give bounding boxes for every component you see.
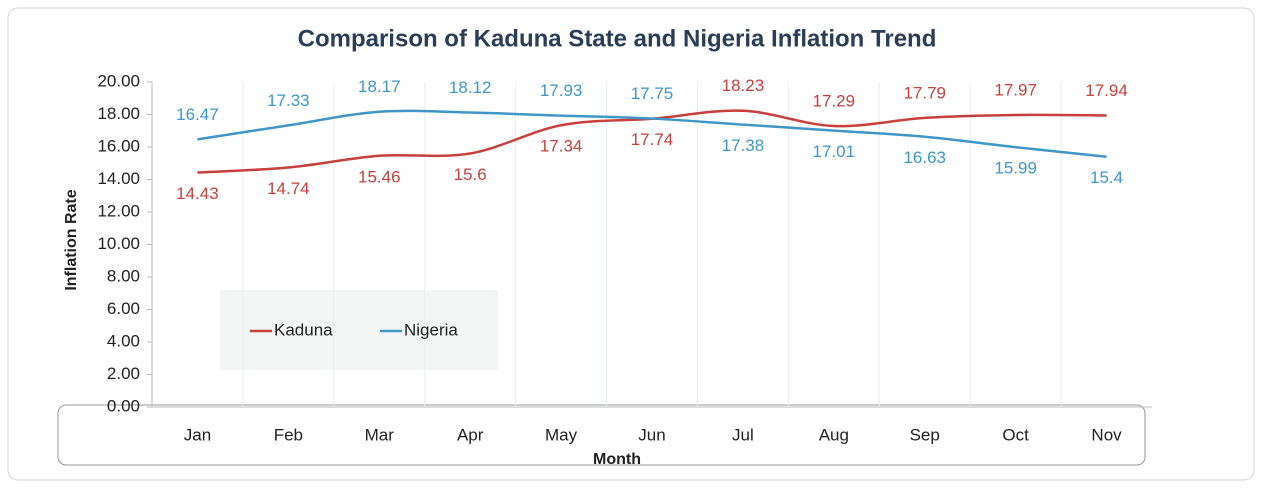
y-tick-label: 10.00 [97,234,140,253]
data-label: 17.33 [267,91,310,110]
chart-title: Comparison of Kaduna State and Nigeria I… [298,25,937,52]
x-tick-label: Jan [184,425,211,444]
data-label: 15.46 [358,167,401,186]
x-tick-label: Apr [457,425,484,444]
y-tick-label: 6.00 [107,299,140,318]
x-tick-label: Sep [910,425,940,444]
data-label: 16.47 [176,105,219,124]
data-label: 15.6 [454,165,487,184]
data-label: 17.29 [813,92,856,111]
x-tick-label: Jul [732,425,754,444]
data-label: 17.38 [722,136,765,155]
data-label: 17.74 [631,130,674,149]
y-tick-label: 2.00 [107,364,140,383]
data-label: 14.74 [267,179,310,198]
x-tick-label: Oct [1002,425,1029,444]
data-label: 16.63 [903,148,946,167]
data-label: 17.75 [631,84,674,103]
legend-label: Nigeria [404,320,458,339]
x-axis-title: Month [593,451,641,468]
x-tick-label: Jun [638,425,665,444]
data-label: 17.93 [540,81,583,100]
legend-label: Kaduna [274,320,333,339]
data-label: 14.43 [176,184,219,203]
x-tick-label: May [545,425,578,444]
data-label: 15.4 [1090,168,1123,187]
y-tick-label: 4.00 [107,331,140,350]
card [7,7,1255,481]
y-tick-label: 8.00 [107,266,140,285]
y-tick-label: 18.00 [97,104,140,123]
data-label: 17.01 [813,142,856,161]
data-label: 18.17 [358,77,401,96]
data-label: 17.97 [994,80,1037,99]
data-label: 18.12 [449,78,492,97]
x-tick-label: Nov [1091,425,1122,444]
y-tick-label: 16.00 [97,136,140,155]
y-tick-label: 14.00 [97,169,140,188]
x-tick-label: Feb [274,425,303,444]
x-tick-label: Mar [365,425,395,444]
x-tick-label: Aug [819,425,849,444]
y-tick-label: 0.00 [107,396,140,415]
data-label: 17.79 [903,83,946,102]
data-label: 17.34 [540,137,583,156]
y-tick-label: 12.00 [97,201,140,220]
data-label: 17.94 [1085,81,1128,100]
data-label: 15.99 [994,159,1037,178]
data-label: 18.23 [722,76,765,95]
y-tick-label: 20.00 [97,71,140,90]
y-axis-title: Inflation Rate [63,189,80,290]
series-line [197,109,1107,158]
category-axis-box [57,404,1146,466]
